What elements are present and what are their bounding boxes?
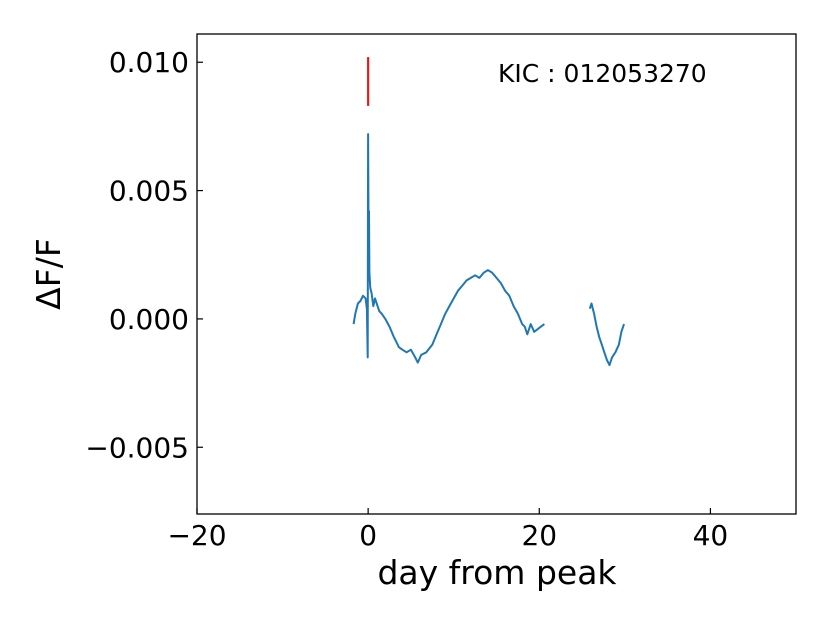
y-tick-label: 0.000 [109,303,189,336]
x-tick-label: 20 [521,519,557,552]
x-tick-label: −20 [167,519,226,552]
y-tick-label: 0.005 [109,175,189,208]
ticks-layer: −20 0 20 40 −0.005 0.000 0.005 0.010 [85,46,728,552]
y-tick-label: 0.010 [109,46,189,79]
x-tick-label: 0 [359,519,377,552]
x-axis-label: day from peak [377,553,617,592]
plot-frame [196,33,797,515]
light-curve-line [588,302,625,367]
data-layer [352,57,625,367]
light-curve-line [352,133,545,364]
y-tick-label: −0.005 [85,431,189,464]
x-tick-label: 40 [693,519,729,552]
annotation-kic-id: KIC : 012053270 [498,59,707,88]
y-axis-label: ΔF/F [29,238,68,310]
